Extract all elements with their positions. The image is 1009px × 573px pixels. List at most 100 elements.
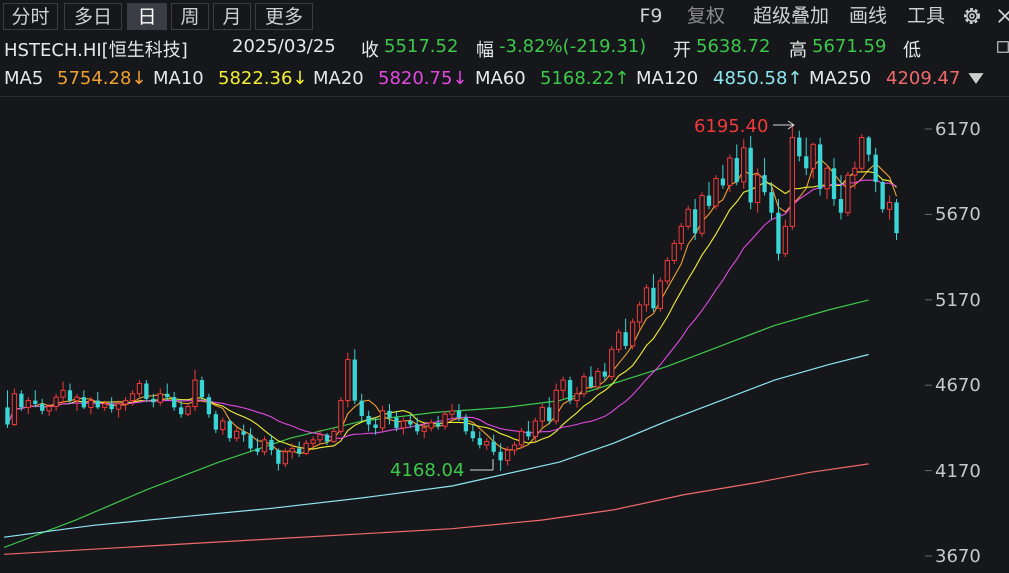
open-value: 5638.72 [696,36,771,57]
candle-body-down [769,192,774,213]
kline-chart[interactable]: 6170 5670 5170 4670 4170 3670 6195.40 41… [0,97,1009,573]
candle-body-up [574,393,580,402]
candle-body-up [261,439,268,453]
candle-body-up [74,396,80,402]
gear-icon[interactable] [961,5,983,27]
candle-body-down [67,390,73,401]
candle-body-down [706,195,712,206]
candle-body-down [880,181,885,210]
ma5-line [6,158,898,455]
candle-body-up [504,449,511,461]
candle-body-up [789,137,795,227]
candle-body-up [289,447,295,453]
candle-body-up [671,242,677,262]
change-value: -3.82%(-219.31) [499,36,647,57]
ma20-value: 5820.75↓ [378,68,468,89]
candle-body-up [553,389,559,422]
candle-body-up [53,396,59,408]
high-annotation: 6195.40 [694,116,769,137]
adjust-button[interactable]: 复权 [686,5,725,27]
candle-body-down [748,147,753,203]
chart-separator [0,96,1009,97]
candle-body-down [297,448,302,454]
tab-monthly[interactable]: 月 [213,3,251,30]
ma20-label: MA20 [313,68,364,89]
candle-body-up [810,143,816,169]
candle-body-up [136,382,143,395]
candle-body-down [151,398,156,403]
candle-body-up [345,359,351,402]
y-tick-label: 4170 [935,461,981,482]
candle-body-down [366,415,371,425]
candle-body-up [25,400,31,408]
candle-body-down [866,137,871,155]
candle-body-up [484,441,490,446]
expand-icon[interactable] [997,40,1009,54]
candle-body-up [560,379,566,391]
candle-body-down [248,434,253,449]
candle-body-up [595,371,601,388]
close-icon[interactable] [996,7,1009,25]
tab-multiday[interactable]: 多日 [64,3,122,30]
candle-body-down [873,154,878,182]
candle-body-up [685,208,691,227]
candle-body-up [331,430,337,443]
candle-body-down [227,421,232,439]
ma120-value: 4850.58↑ [713,68,803,89]
candle-body-up [428,422,434,429]
candle-body-up [60,389,66,398]
candle-body-up [657,280,664,309]
candle-body-down [5,407,10,425]
candle-body-down [526,431,531,437]
super-overlay-button[interactable]: 超级叠加 [752,5,829,27]
tab-more[interactable]: 更多 [255,3,313,30]
candle-body-down [172,397,177,408]
candle-body-down [276,450,281,464]
f9-button[interactable]: F9 [639,5,663,27]
tools-button[interactable]: 工具 [906,5,945,27]
candle-body-up [532,420,539,437]
change-label: 幅 [476,40,494,61]
candle-body-up [886,201,893,210]
dropdown-triangle-icon[interactable] [967,72,985,85]
candle-body-up [157,393,163,403]
close-value: 5517.52 [384,36,459,57]
candle-body-down [352,359,357,401]
candle-body-up [754,174,761,203]
candle-body-down [269,439,274,451]
draw-line-button[interactable]: 画线 [848,5,887,27]
candle-body-down [720,178,726,186]
ma60-line [3,299,869,549]
kline-plot[interactable] [0,97,1009,573]
quote-date: 2025/03/25 [232,36,336,57]
candle-body-down [477,438,482,445]
tab-weekly[interactable]: 周 [171,3,209,30]
candle-body-down [734,158,739,182]
candle-body-up [115,403,122,410]
ma10-value: 5822.36↓ [218,68,308,89]
candle-body-up [713,178,719,207]
candle-body-up [379,410,386,429]
candle-body-down [415,424,420,432]
candle-body-down [178,407,184,415]
candle-body-up [727,157,733,186]
candle-body-up [220,420,226,431]
candle-body-down [491,441,496,452]
candle-body-up [11,393,18,425]
tab-intraday[interactable]: 分时 [3,3,58,30]
candle-body-up [741,147,747,183]
candle-body-up [338,400,344,432]
y-tick-label: 5170 [935,290,981,311]
candle-body-down [165,393,170,398]
candle-body-up [518,430,525,446]
candle-body-down [255,448,260,452]
y-tick-label: 4670 [935,375,981,396]
candle-body-up [400,420,407,429]
quote-info-bar: HSTECH.HI[恒生科技] 2025/03/25 收 5517.52 幅 -… [0,34,1009,62]
close-label: 收 [361,40,379,61]
candle-body-up [282,451,288,465]
candle-body-up [310,439,316,444]
candle-body-down [762,175,767,193]
tab-daily[interactable]: 日 [127,3,167,30]
candle-body-down [831,168,837,200]
